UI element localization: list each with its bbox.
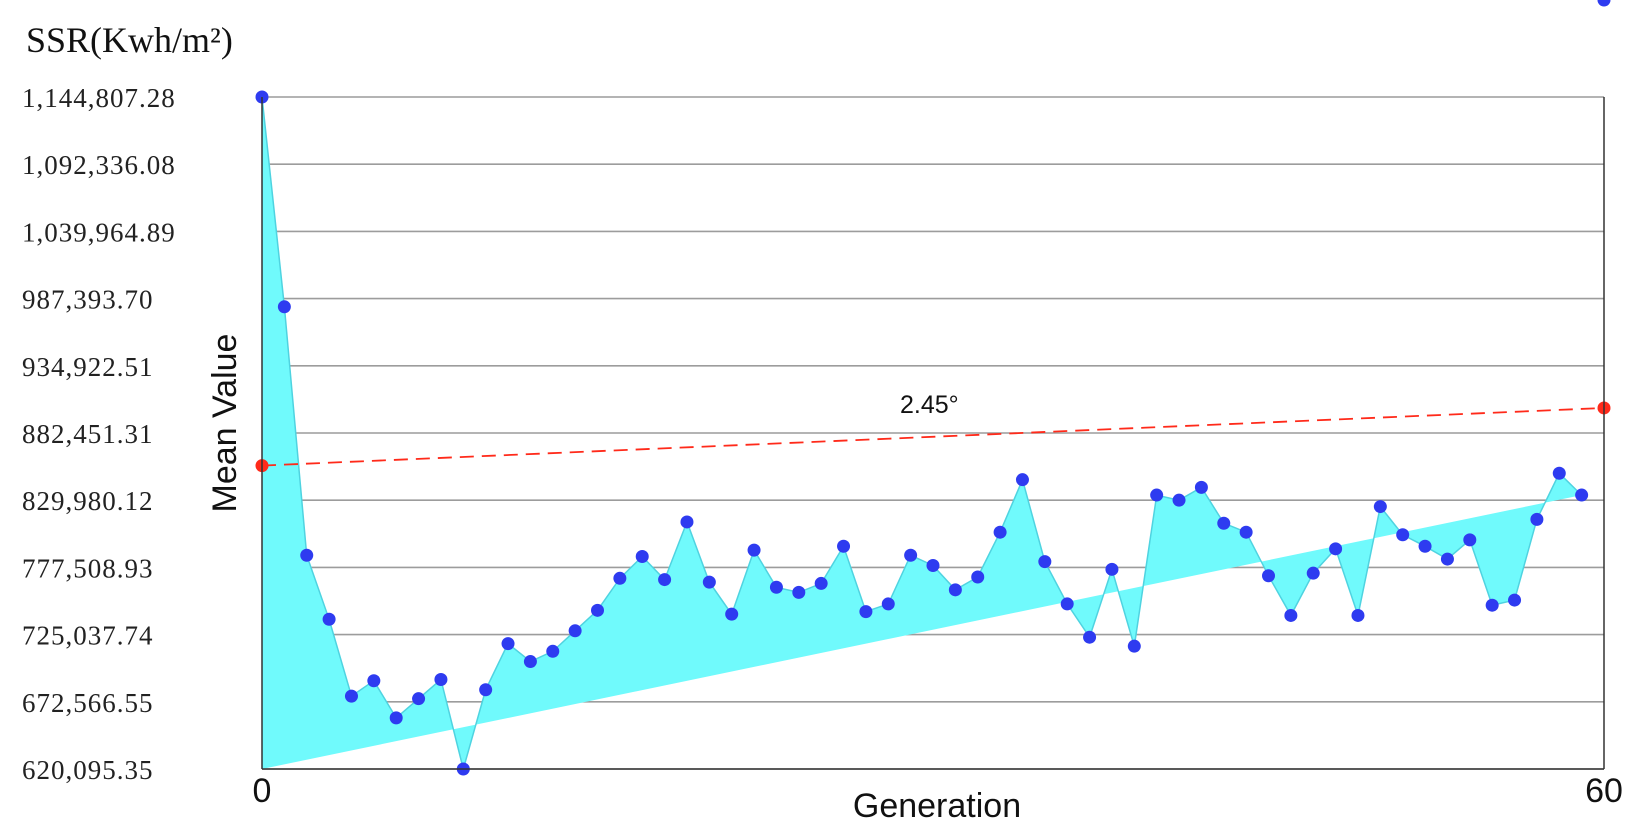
y-tick-label: 1,144,807.28 <box>22 83 176 113</box>
data-point <box>1351 608 1365 622</box>
x-tick-labels: 0 60 <box>253 772 1623 810</box>
data-point <box>904 548 918 562</box>
y-tick-labels: 1,144,807.28 1,092,336.08 1,039,964.89 987,… <box>22 83 176 785</box>
data-point <box>1530 512 1544 526</box>
data-point <box>277 300 291 314</box>
y-tick-label: 620,095.35 <box>22 755 154 785</box>
data-point <box>993 525 1007 539</box>
data-point <box>1373 500 1387 514</box>
data-point <box>1329 542 1343 556</box>
data-point <box>1597 0 1611 7</box>
data-point <box>747 543 761 557</box>
angle-annotation: 2.45° <box>900 391 959 419</box>
data-point <box>1418 539 1432 553</box>
unit-label: SSR(Kwh/m²) <box>26 20 233 60</box>
data-point <box>613 571 627 585</box>
data-point <box>725 607 739 621</box>
y-tick-label: 987,393.70 <box>22 285 154 315</box>
data-point <box>1083 630 1097 644</box>
data-point <box>948 583 962 597</box>
data-point <box>926 558 940 572</box>
data-point <box>479 683 493 697</box>
data-point <box>1508 593 1522 607</box>
grid-lines <box>262 96 1604 770</box>
data-point <box>322 612 336 626</box>
data-points <box>255 0 1611 776</box>
data-point <box>1485 598 1499 612</box>
data-point <box>635 550 649 564</box>
data-point <box>814 576 828 590</box>
data-point <box>1194 480 1208 494</box>
y-tick-label: 934,922.51 <box>22 352 154 382</box>
data-point <box>1575 488 1589 502</box>
data-point <box>501 637 515 651</box>
data-point <box>881 597 895 611</box>
data-point <box>837 539 851 553</box>
data-point <box>702 575 716 589</box>
y-axis-title: Mean Value <box>206 334 244 513</box>
y-tick-label: 829,980.12 <box>22 486 154 516</box>
y-tick-label: 725,037.74 <box>22 621 154 651</box>
data-point <box>1552 466 1566 480</box>
y-tick-label: 1,039,964.89 <box>22 217 176 247</box>
data-point <box>1396 528 1410 542</box>
data-point <box>1440 552 1454 566</box>
y-tick-label: 882,451.31 <box>22 419 154 449</box>
y-tick-label: 1,092,336.08 <box>22 150 176 180</box>
data-point <box>658 573 672 587</box>
data-point <box>971 570 985 584</box>
data-point <box>389 711 403 725</box>
data-point <box>680 515 694 529</box>
data-point <box>792 585 806 599</box>
data-point <box>1239 525 1253 539</box>
data-point <box>1038 555 1052 569</box>
series-line <box>261 96 1583 772</box>
data-point <box>1262 569 1275 583</box>
data-point <box>769 580 783 594</box>
data-point <box>1172 493 1186 507</box>
data-point <box>523 655 537 669</box>
data-point <box>546 644 560 658</box>
trend-line <box>261 407 1605 467</box>
data-point <box>1463 533 1477 547</box>
data-point <box>300 548 314 562</box>
data-point <box>1127 639 1141 653</box>
data-point <box>434 672 448 686</box>
data-point <box>1284 608 1298 622</box>
x-tick-label: 0 <box>253 772 272 810</box>
data-point <box>367 674 381 688</box>
data-point <box>591 603 604 617</box>
axes <box>261 97 1605 770</box>
data-point <box>1150 488 1164 502</box>
x-tick-label: 60 <box>1585 772 1623 810</box>
data-point <box>859 605 873 619</box>
y-tick-label: 672,566.55 <box>22 688 154 718</box>
data-point <box>1306 566 1320 580</box>
x-axis-title: Generation <box>853 787 1021 825</box>
data-point <box>412 692 426 706</box>
y-tick-label: 777,508.93 <box>22 553 154 583</box>
data-point <box>344 689 358 703</box>
data-point <box>568 624 582 638</box>
data-point <box>1105 562 1119 576</box>
data-point <box>1060 597 1074 611</box>
data-point <box>1217 516 1231 530</box>
data-point <box>1015 473 1029 487</box>
